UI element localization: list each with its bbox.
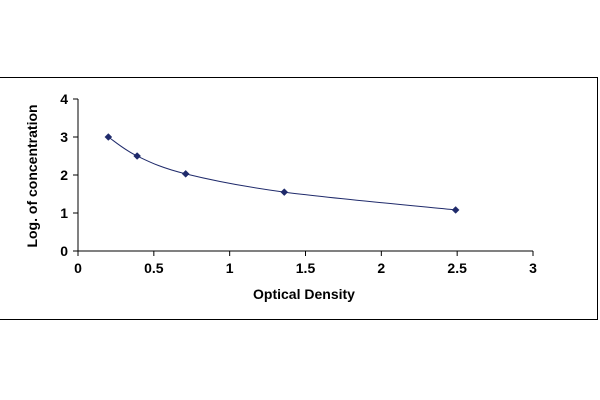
- y-axis-title: Log. of concentration: [24, 104, 40, 247]
- data-point-marker: [133, 152, 142, 160]
- y-tick-label: 3: [60, 129, 68, 145]
- chart-frame: [0, 77, 598, 320]
- trend-curve-layer: [108, 136, 456, 211]
- data-point-marker: [104, 133, 113, 141]
- y-tick-label: 0: [60, 243, 68, 259]
- x-tick-label: 0: [74, 260, 82, 276]
- y-tick-label: 1: [60, 205, 68, 221]
- data-point-marker: [451, 206, 460, 214]
- y-tick-label: 4: [60, 91, 68, 107]
- x-axis-title: Optical Density: [253, 286, 355, 302]
- x-tick-label: 1: [226, 260, 234, 276]
- axes: [73, 98, 534, 256]
- x-tick-label: 2: [377, 260, 385, 276]
- data-point-marker: [280, 188, 289, 196]
- x-tick-label: 1.5: [296, 260, 316, 276]
- data-point-marker: [181, 170, 190, 178]
- x-tick-label: 2.5: [447, 260, 467, 276]
- x-tick-label: 0.5: [144, 260, 164, 276]
- tick-labels-layer: 0 0.5 1 1.5 2 2.5 3 0 1 2 3 4: [60, 91, 537, 276]
- x-tick-label: 3: [529, 260, 537, 276]
- data-points-layer: [104, 133, 460, 214]
- y-tick-label: 2: [60, 167, 68, 183]
- trend-curve: [108, 136, 456, 211]
